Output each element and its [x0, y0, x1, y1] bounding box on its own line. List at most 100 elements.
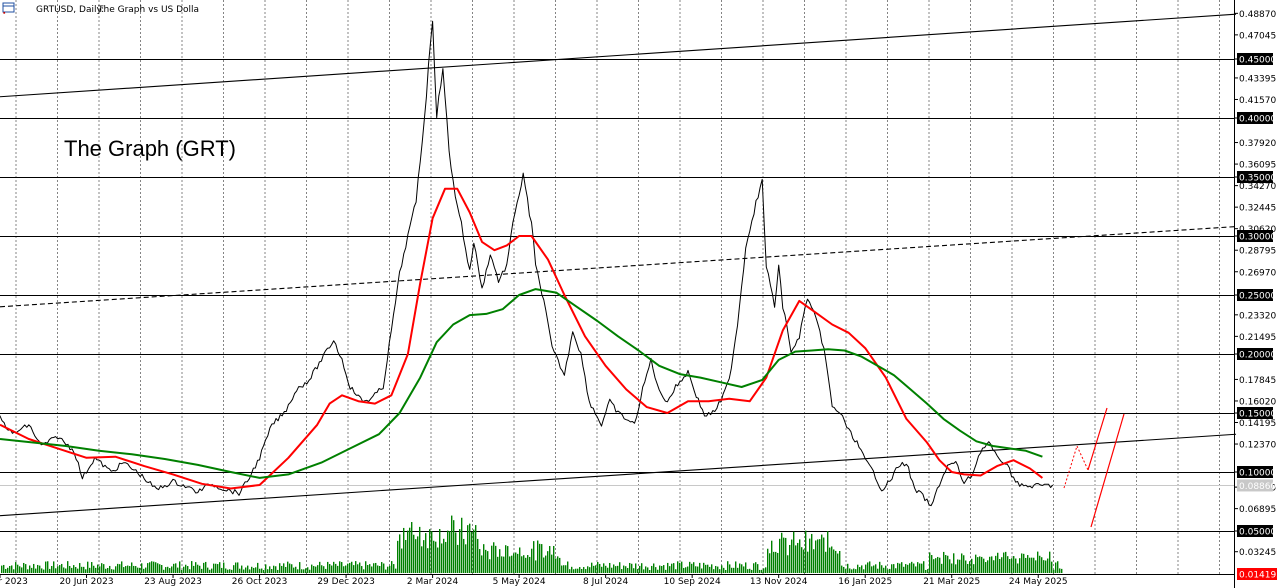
volume-bar: [55, 568, 57, 573]
volume-bar: [847, 563, 849, 573]
x-tick-label: 24 May 2025: [1009, 577, 1068, 587]
volume-bar: [639, 565, 641, 573]
volume-bar: [329, 564, 331, 573]
volume-bar: [773, 551, 775, 573]
volume-bar: [675, 569, 677, 573]
x-tick-label: 26 Oct 2023: [232, 577, 288, 587]
volume-bar: [977, 557, 979, 573]
current-price-box: [1237, 479, 1273, 492]
volume-bar: [67, 561, 69, 573]
volume-bar: [953, 553, 955, 573]
volume-bar: [867, 562, 869, 573]
volume-bar: [127, 565, 129, 573]
volume-bar: [831, 546, 833, 573]
volume-bar: [997, 552, 999, 573]
volume-bar: [301, 569, 303, 573]
volume-bar: [293, 567, 295, 573]
volume-bar: [885, 565, 887, 573]
volume-bar: [71, 567, 73, 573]
volume-bar: [155, 562, 157, 573]
volume-bar: [829, 547, 831, 573]
volume-bar: [441, 543, 443, 573]
volume-bar: [605, 565, 607, 573]
volume-bar: [33, 563, 35, 573]
volume-bar: [163, 569, 165, 573]
volume-bar: [969, 561, 971, 573]
volume-bar: [979, 556, 981, 573]
volume-bar: [135, 566, 137, 573]
volume-bar: [1053, 569, 1055, 573]
volume-bar: [15, 562, 17, 573]
y-level-box: [1237, 525, 1273, 537]
volume-bar: [179, 561, 181, 573]
volume-bar: [549, 546, 551, 573]
volume-bar: [945, 555, 947, 573]
y-level-box: [1237, 348, 1273, 360]
volume-bar: [647, 567, 649, 573]
volume-bar: [713, 569, 715, 573]
volume-bar: [865, 564, 867, 573]
volume-bar: [633, 568, 635, 573]
volume-bar: [821, 534, 823, 573]
x-tick-label: 21 Mar 2025: [923, 577, 980, 587]
volume-bar: [927, 569, 929, 573]
volume-bar: [273, 565, 275, 573]
volume-bar: [795, 545, 797, 573]
volume-bar: [559, 557, 561, 573]
volume-bar: [727, 561, 729, 573]
x-tick-label: 10 Sep 2024: [664, 577, 721, 587]
volume-bar: [21, 567, 23, 573]
volume-bar: [139, 567, 141, 573]
projection-up-line: [1087, 407, 1108, 471]
volume-bar: [349, 562, 351, 573]
volume-bar: [869, 561, 871, 573]
volume-bar: [623, 565, 625, 573]
volume-bar: [873, 565, 875, 573]
volume-bar: [641, 563, 643, 573]
volume-bar: [669, 566, 671, 573]
volume-bar: [13, 569, 15, 573]
volume-bar: [511, 555, 513, 573]
chart-window-icon: [2, 2, 15, 13]
volume-bar: [827, 531, 829, 573]
volume-bar: [11, 565, 13, 573]
volume-bar: [319, 561, 321, 573]
volume-bar: [1015, 558, 1017, 573]
volume-bar: [445, 541, 447, 573]
volume-bar: [849, 568, 851, 573]
volume-bar: [1055, 562, 1057, 573]
volume-bar: [159, 564, 161, 573]
volume-bar: [627, 567, 629, 573]
volume-bar: [101, 563, 103, 573]
volume-bar: [861, 565, 863, 573]
series-lines: [0, 20, 1054, 507]
volume-bar: [3, 564, 5, 573]
volume-bar: [807, 551, 809, 573]
volume-bar: [897, 562, 899, 573]
y-tick-label: 0.17845: [1239, 376, 1276, 386]
volume-bar: [61, 563, 63, 573]
volume-bar: [599, 563, 601, 573]
volume-bar: [797, 542, 799, 573]
volume-bar: [691, 563, 693, 573]
volume-bar: [437, 547, 439, 573]
volume-bar: [321, 565, 323, 573]
volume-bar: [75, 567, 77, 573]
volume-bar: [17, 564, 19, 573]
y-level-box: [1237, 53, 1273, 65]
volume-bar: [261, 568, 263, 573]
volume-bar: [357, 564, 359, 573]
volume-bar: [613, 564, 615, 573]
volume-bar: [743, 566, 745, 573]
volume-bar: [569, 569, 571, 573]
volume-bar: [949, 559, 951, 573]
volume-bar: [667, 562, 669, 573]
volume-bar: [729, 564, 731, 573]
volume-bar: [311, 564, 313, 573]
volume-bar: [747, 569, 749, 573]
volume-bar: [741, 564, 743, 573]
volume-bar: [1019, 558, 1021, 573]
volume-bar: [937, 556, 939, 573]
volume-bar: [505, 545, 507, 573]
